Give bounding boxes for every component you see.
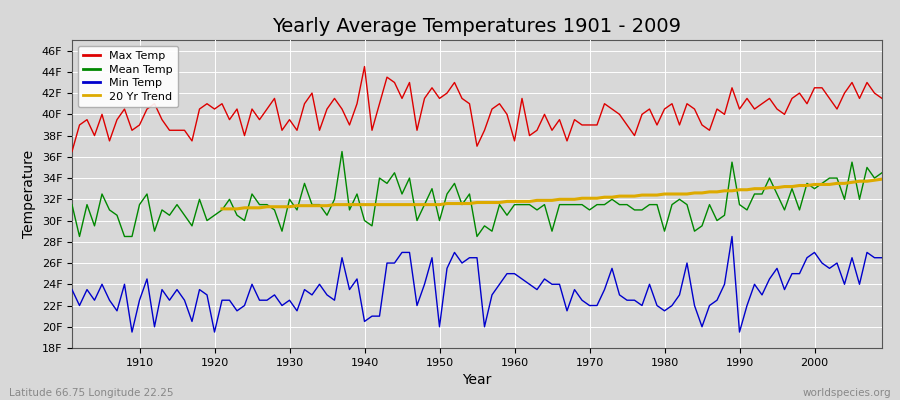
- Title: Yearly Average Temperatures 1901 - 2009: Yearly Average Temperatures 1901 - 2009: [273, 17, 681, 36]
- Text: Latitude 66.75 Longitude 22.25: Latitude 66.75 Longitude 22.25: [9, 388, 174, 398]
- Y-axis label: Temperature: Temperature: [22, 150, 36, 238]
- Legend: Max Temp, Mean Temp, Min Temp, 20 Yr Trend: Max Temp, Mean Temp, Min Temp, 20 Yr Tre…: [77, 46, 178, 107]
- Text: worldspecies.org: worldspecies.org: [803, 388, 891, 398]
- X-axis label: Year: Year: [463, 373, 491, 387]
